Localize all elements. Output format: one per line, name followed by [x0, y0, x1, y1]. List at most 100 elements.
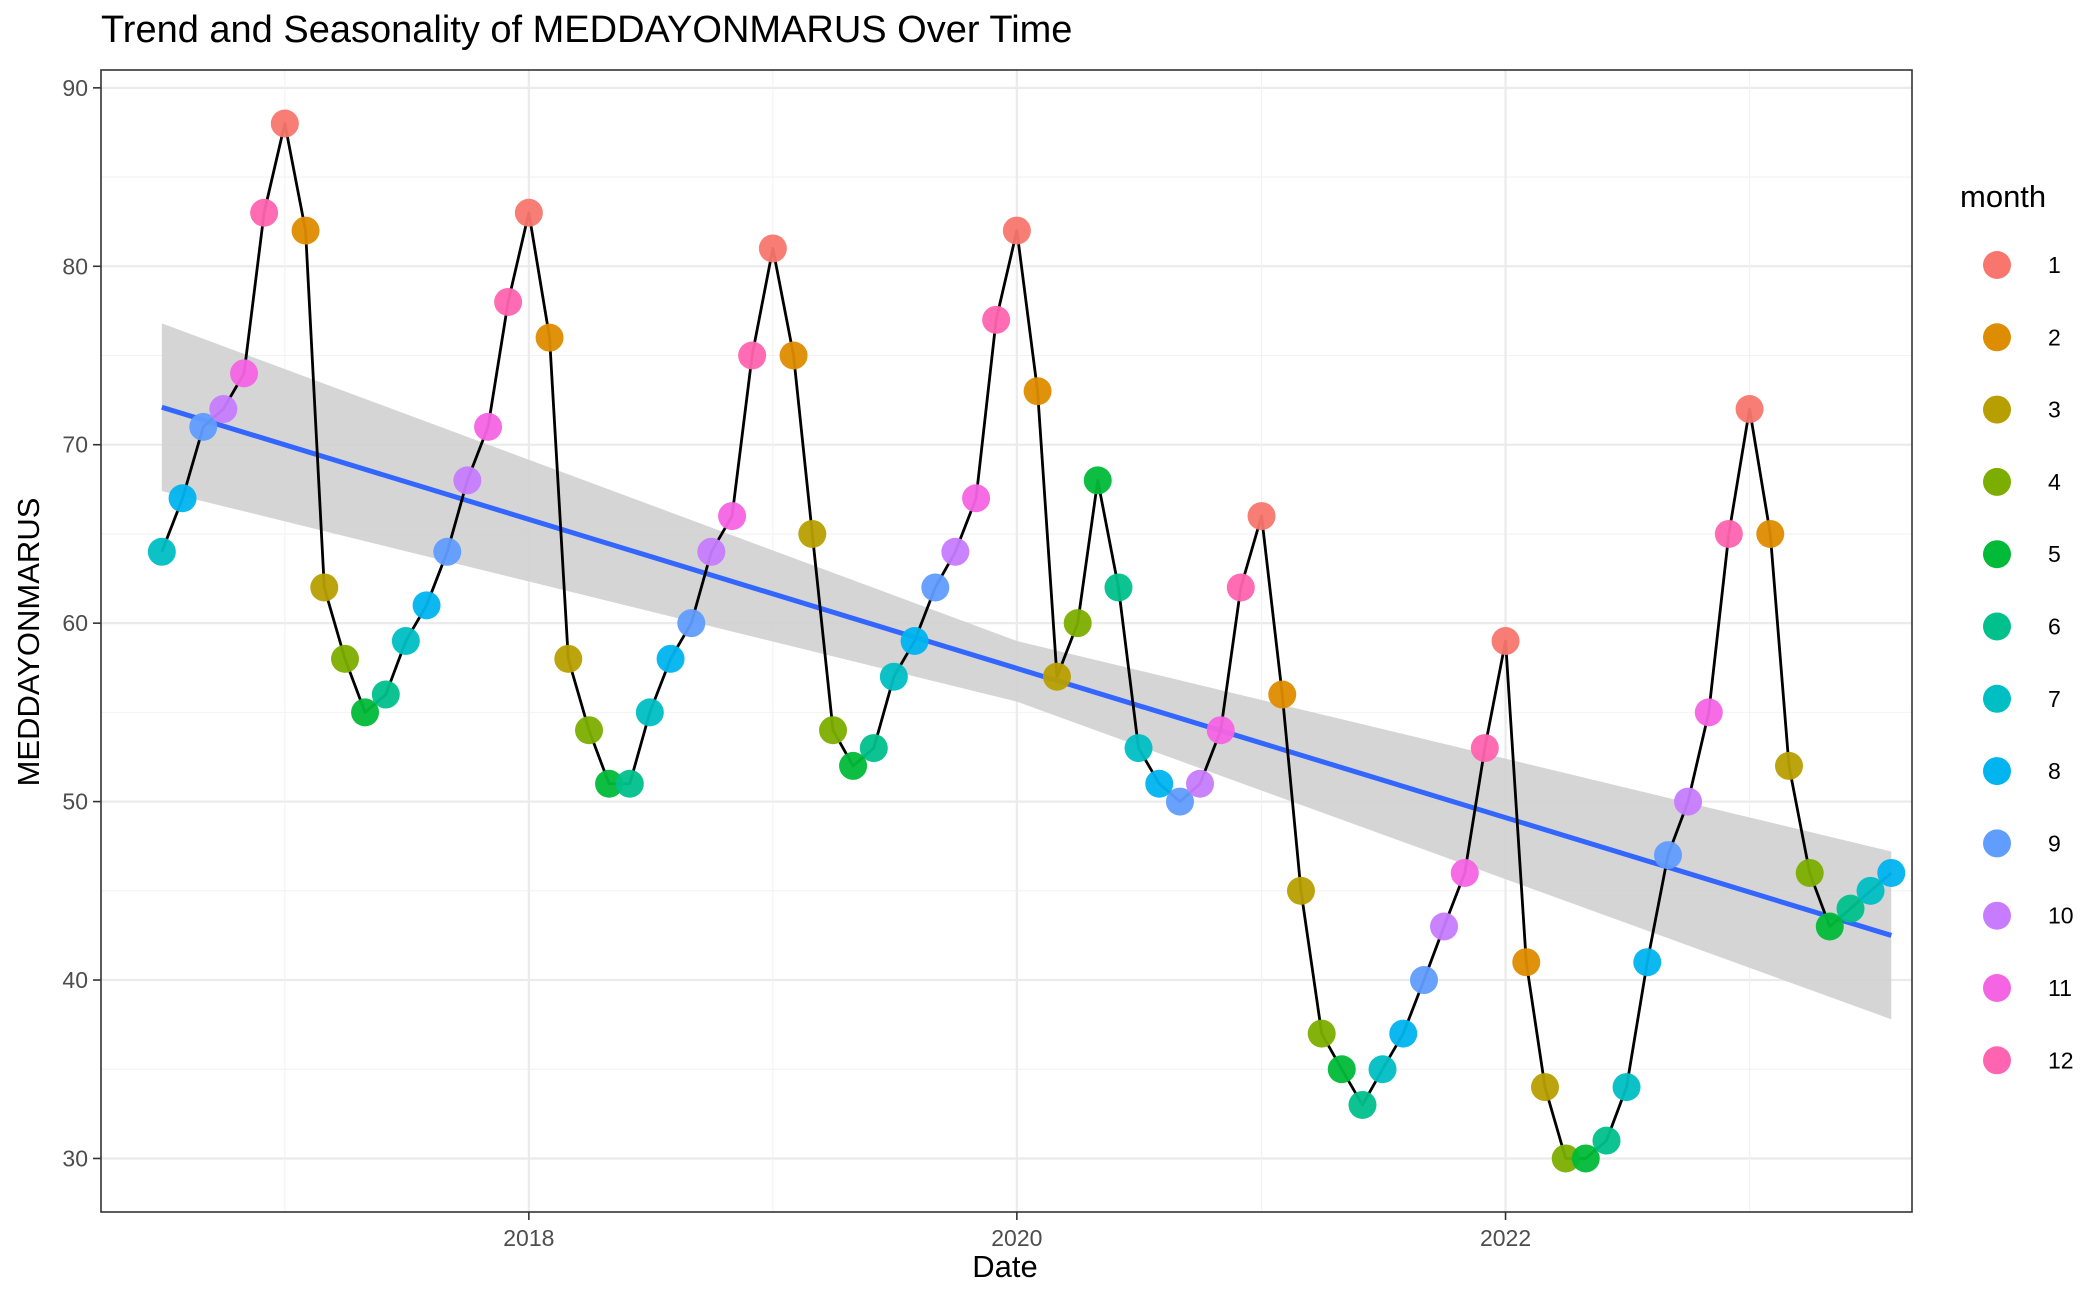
- data-point: [1226, 573, 1255, 602]
- data-point: [1756, 519, 1785, 548]
- data-point: [1042, 662, 1071, 691]
- legend-key: [1983, 829, 2011, 858]
- data-point: [941, 537, 970, 566]
- data-point: [595, 769, 624, 798]
- data-point: [656, 644, 685, 673]
- data-point: [1836, 894, 1865, 923]
- data-point: [1083, 466, 1112, 495]
- data-point: [1002, 216, 1031, 245]
- legend-title: month: [1960, 179, 2046, 214]
- grid: [101, 70, 1912, 1212]
- data-point: [859, 734, 888, 763]
- legend-key: [1983, 1046, 2011, 1075]
- data-point: [168, 484, 197, 513]
- legend-label: 1: [2048, 252, 2061, 278]
- legend-key: [1983, 684, 2011, 713]
- x-tick-label: 2020: [991, 1225, 1042, 1251]
- data-point: [189, 412, 218, 441]
- data-point: [1694, 698, 1723, 727]
- legend-key: [1983, 323, 2011, 352]
- data-point: [962, 484, 991, 513]
- y-axis: 30 40 50 60 70 80 90: [62, 75, 101, 1171]
- data-point: [1877, 858, 1906, 887]
- legend-key: [1983, 757, 2011, 786]
- data-point: [738, 341, 767, 370]
- data-point: [351, 698, 380, 727]
- plot-panel-border: [100, 69, 1913, 1213]
- y-axis-title: MEDDAYONMARUS: [11, 498, 46, 787]
- y-tick-label: 30: [62, 1145, 88, 1171]
- legend-key: [1983, 251, 2011, 279]
- data-point: [982, 305, 1011, 334]
- y-tick-label: 40: [62, 967, 88, 993]
- x-tick-label: 2022: [1480, 1225, 1531, 1251]
- data-point: [514, 198, 543, 227]
- data-point: [147, 537, 176, 566]
- data-point: [1145, 769, 1174, 798]
- data-point: [718, 502, 747, 531]
- legend-label: 2: [2048, 324, 2061, 350]
- data-point: [635, 698, 664, 727]
- x-axis: 2018 2020 2022: [503, 1212, 1531, 1251]
- data-point: [1206, 716, 1235, 745]
- data-point: [391, 627, 420, 655]
- data-point: [412, 591, 441, 620]
- legend-label: 3: [2048, 397, 2061, 423]
- data-point: [554, 644, 583, 673]
- data-points: [147, 109, 1906, 1173]
- data-point: [1286, 876, 1315, 905]
- data-point: [250, 198, 279, 227]
- data-point: [900, 627, 929, 655]
- data-point: [209, 395, 238, 424]
- y-tick-label: 60: [62, 610, 88, 636]
- trend-line: [161, 404, 1893, 938]
- data-point: [1063, 609, 1092, 638]
- legend-key: [1983, 540, 2011, 569]
- legend-label: 11: [2048, 975, 2072, 1001]
- legend-key: [1983, 612, 2011, 641]
- data-point: [1491, 627, 1520, 655]
- data-point: [1530, 1073, 1559, 1102]
- data-point: [371, 680, 400, 709]
- legend-key: [1983, 467, 2011, 496]
- data-point: [494, 287, 523, 316]
- data-point: [1186, 769, 1215, 798]
- data-point: [1409, 966, 1438, 995]
- data-point: [1389, 1019, 1418, 1048]
- data-point: [291, 216, 320, 245]
- legend-label: 6: [2048, 614, 2061, 640]
- data-point: [798, 519, 827, 548]
- data-point: [474, 412, 503, 441]
- data-point: [1124, 734, 1153, 763]
- data-point: [230, 359, 259, 388]
- y-tick-label: 90: [62, 75, 88, 101]
- data-point: [1268, 680, 1297, 709]
- data-point: [1450, 858, 1479, 887]
- data-point: [1327, 1055, 1356, 1084]
- data-point: [433, 537, 462, 566]
- legend-label: 10: [2048, 903, 2074, 929]
- data-point: [535, 323, 564, 352]
- legend-label: 8: [2048, 758, 2061, 784]
- data-point: [615, 769, 644, 798]
- x-axis-title: Date: [972, 1249, 1037, 1284]
- data-point: [1735, 395, 1764, 424]
- data-point: [819, 716, 848, 745]
- data-point: [1592, 1126, 1621, 1155]
- data-point: [1633, 948, 1662, 977]
- legend-label: 9: [2048, 830, 2061, 856]
- data-point: [1247, 502, 1276, 531]
- data-point: [1774, 751, 1803, 780]
- data-point: [1023, 377, 1052, 406]
- data-point: [677, 609, 706, 638]
- legend-key: [1983, 974, 2011, 1002]
- data-point: [1104, 573, 1133, 602]
- data-point: [697, 537, 726, 566]
- data-point: [1795, 858, 1824, 887]
- x-tick-label: 2018: [503, 1225, 554, 1251]
- data-point: [1674, 787, 1703, 816]
- data-point: [310, 573, 339, 602]
- data-point: [575, 716, 604, 745]
